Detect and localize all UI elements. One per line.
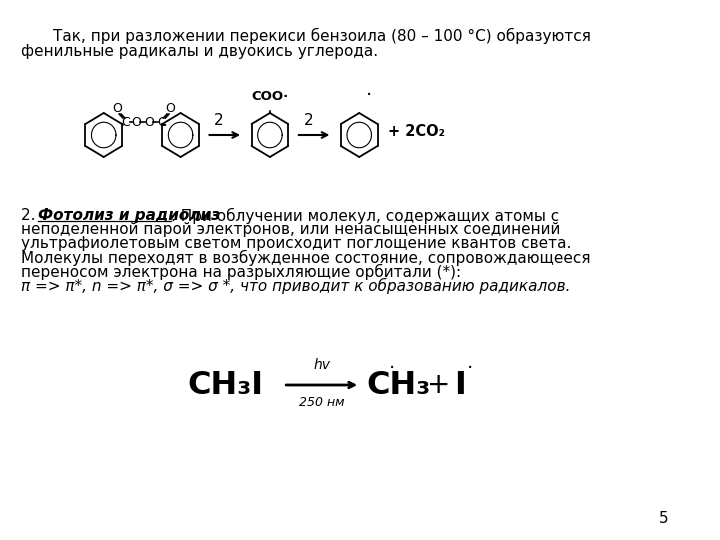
Text: hv: hv — [313, 358, 330, 372]
Text: π => π*, n => π*, σ => σ *, что приводит к образованию радикалов.: π => π*, n => π*, σ => σ *, что приводит… — [21, 278, 571, 294]
Text: + 2CO₂: + 2CO₂ — [388, 125, 445, 139]
Text: COO·: COO· — [251, 90, 289, 103]
Text: O: O — [112, 103, 122, 116]
Text: Фотолиз и радиолиз: Фотолиз и радиолиз — [38, 208, 220, 223]
Text: O: O — [144, 116, 154, 129]
Text: I: I — [454, 369, 466, 401]
Text: 2: 2 — [215, 113, 224, 128]
Text: неподеленной парой электронов, или ненасыщенных соединений: неподеленной парой электронов, или ненас… — [21, 222, 560, 237]
Text: переносом электрона на разрыхляющие орбитали (*):: переносом электрона на разрыхляющие орби… — [21, 264, 462, 280]
Text: +: + — [428, 371, 451, 399]
Text: 250 нм: 250 нм — [299, 396, 344, 409]
Text: ·: · — [366, 86, 372, 105]
Text: O: O — [132, 116, 141, 129]
Text: Молекулы переходят в возбужденное состояние, сопровождающееся: Молекулы переходят в возбужденное состоя… — [21, 250, 590, 266]
Text: C: C — [122, 116, 130, 129]
Text: . При облучении молекул, содержащих атомы с: . При облучении молекул, содержащих атом… — [171, 208, 559, 224]
Text: ·: · — [389, 359, 395, 377]
Text: ·: · — [467, 359, 473, 377]
Text: C: C — [157, 116, 166, 129]
Text: ультрафиолетовым светом происходит поглощение квантов света.: ультрафиолетовым светом происходит погло… — [21, 236, 572, 251]
Text: CH₃I: CH₃I — [187, 369, 264, 401]
Text: фенильные радикалы и двуокись углерода.: фенильные радикалы и двуокись углерода. — [21, 44, 378, 59]
Text: 2.: 2. — [21, 208, 40, 223]
Text: 2: 2 — [304, 113, 313, 128]
Text: O: O — [165, 103, 175, 116]
Text: 5: 5 — [659, 511, 668, 526]
Text: Так, при разложении перекиси бензоила (80 – 100 °C) образуются: Так, при разложении перекиси бензоила (8… — [53, 28, 590, 44]
Text: CH₃: CH₃ — [367, 369, 431, 401]
